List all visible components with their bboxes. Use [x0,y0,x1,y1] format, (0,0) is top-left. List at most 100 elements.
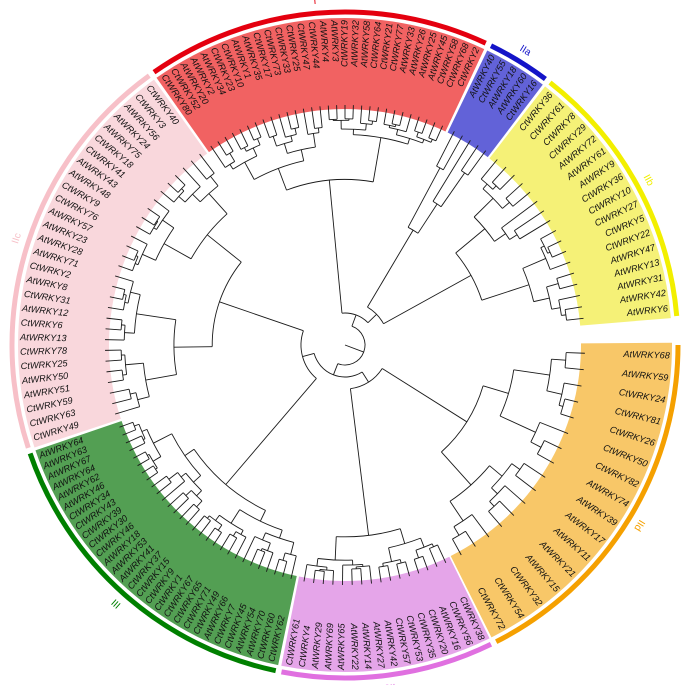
tree-branch [317,127,320,133]
tree-branch [141,216,155,226]
tree-branch [442,135,463,171]
tree-branch [161,480,185,501]
tree-branch [407,138,411,145]
leaf-label: CtWRKY64 [369,21,384,69]
tree-branch [460,145,479,171]
tree-branch [219,533,231,551]
tree-branch [539,421,569,434]
tree-branch [284,552,297,557]
leaf-label: CtWRKY78 [20,346,68,357]
tree-branch [509,234,518,240]
tree-branch [365,123,367,131]
tree-branch [432,140,471,202]
tree-branch [480,159,498,180]
tree-branch [112,285,125,290]
tree-branch [205,527,216,541]
tree-branch [382,563,384,567]
tree-branch [196,490,202,497]
tree-branch [136,313,176,321]
tree-branch [530,441,542,448]
clade-sectors [17,17,672,672]
tree-branch [279,529,283,539]
tree-branch [105,359,122,362]
tree-branch [224,136,234,152]
tree-branch [405,114,412,132]
tree-branch [546,390,562,395]
tree-branch [361,371,369,383]
tree-branch [155,467,158,470]
tree-branch [556,272,575,279]
tree-branch [286,112,292,130]
tree-branch [565,306,583,311]
tree-branch [122,429,136,436]
tree-branch [119,421,134,428]
tree-branch [467,150,487,176]
tree-branch [440,172,466,207]
tree-branch [106,369,123,373]
tree-branch [168,472,178,480]
tree-branch [564,382,582,387]
tree-branch [396,561,406,565]
tree-branch [107,307,124,311]
tree-branch [156,481,172,495]
tree-branch [184,448,195,457]
tree-branch [240,530,244,535]
tree-branch [137,458,150,467]
tree-branch [550,261,571,270]
tree-branch [198,520,211,536]
tree-branch [413,559,420,574]
tree-branch [560,413,574,419]
tree-branch [141,435,146,444]
tree-branch [282,552,286,561]
tree-branch [142,363,150,397]
clade-arc-iia [489,43,547,82]
clade-label-iid: IId [631,518,646,533]
tree-branch [349,388,370,536]
leaf-label: AtWRKY65 [336,623,347,671]
tree-branch [199,153,215,174]
tree-branch [302,352,315,358]
tree-branch [122,294,127,310]
tree-branch [319,106,323,128]
clade-arc-iie [280,642,493,681]
clade-label-iia: IIa [518,43,534,58]
tree-branch [196,500,203,508]
tree-branch [162,219,175,229]
tree-branch [144,451,150,460]
tree-branch [212,532,222,546]
tree-branch [473,197,494,218]
tree-branch [449,501,464,522]
tree-branch [489,501,495,507]
tree-branch [256,138,261,146]
tree-branch [499,500,515,516]
tree-branch [208,193,228,215]
tree-branch [422,139,425,144]
tree-branch [551,307,561,310]
tree-branch [546,283,559,288]
leaf-label: AtWRKY13 [19,332,68,343]
tree-branch [142,253,156,261]
tree-branch [367,229,414,308]
clade-label-iic: IIc [10,232,24,245]
tree-branch [133,451,146,459]
leaf-label: AtWRKY22 [349,622,360,670]
tree-branch [488,500,500,512]
tree-branch [173,190,185,203]
tree-branch [141,428,148,432]
tree-branch [501,227,510,240]
clade-label-iie: IIe [383,681,396,685]
tree-branch [122,289,126,300]
tree-branch [185,490,192,496]
tree-branch [501,200,538,229]
tree-branch [130,291,141,296]
tree-branch [153,227,157,230]
tree-branch [278,114,286,138]
tree-branch [300,330,317,379]
tree-root [344,344,364,353]
tree-branch [558,295,580,301]
tree-branch [452,530,466,540]
tree-branch [502,201,510,209]
tree-branch [317,558,353,561]
tree-branch [360,105,363,124]
tree-branch [491,487,498,495]
